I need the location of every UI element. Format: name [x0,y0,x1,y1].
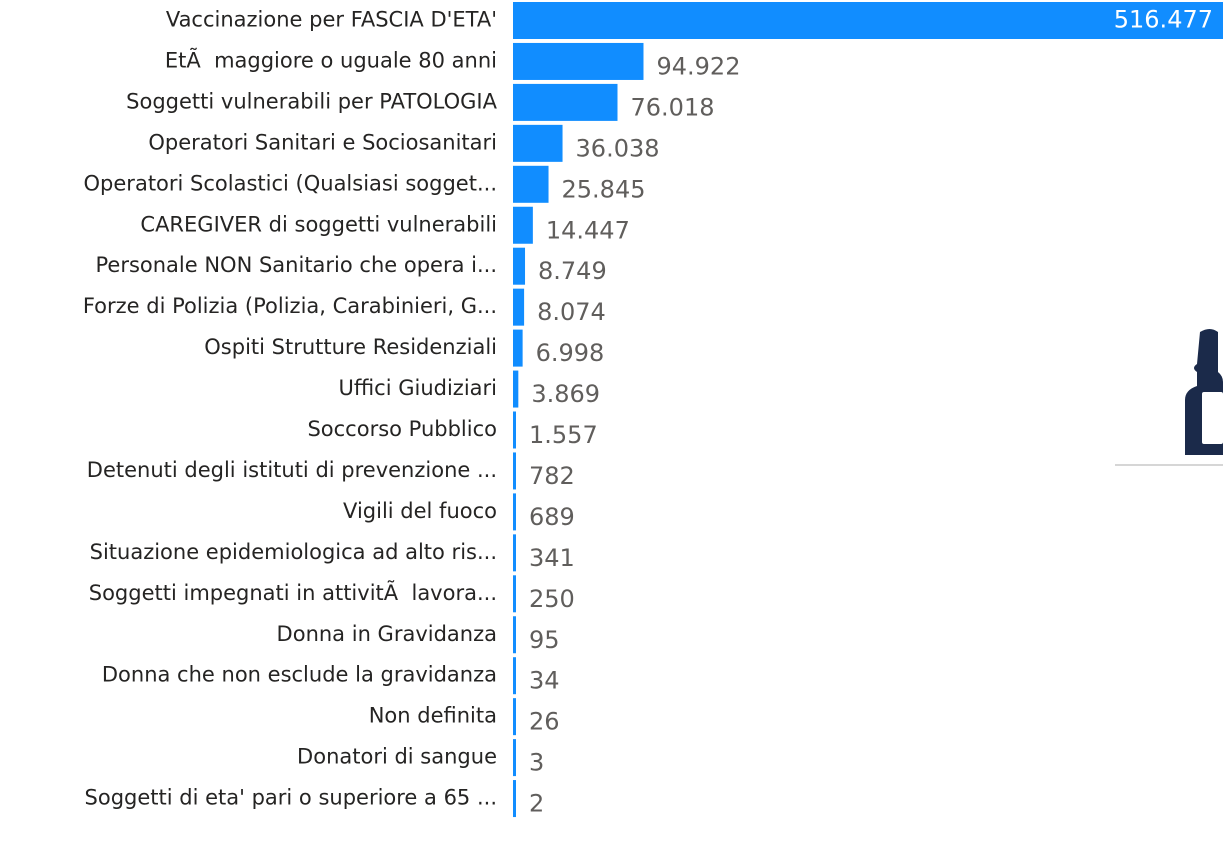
category-label: Personale NON Sanitario che opera i... [95,253,497,277]
category-label: Donatori di sangue [297,745,497,769]
bar [513,370,519,408]
bar [513,206,533,244]
category-label: Operatori Scolastici (Qualsiasi sogget..… [84,171,497,195]
bar [513,329,523,367]
bar [513,42,644,80]
category-label: EtÃ maggiore o uguale 80 anni [165,46,497,72]
value-label: 250 [529,585,575,613]
bar [513,698,516,736]
value-label: 2 [529,790,544,818]
bar [513,575,516,613]
category-label: Forze di Polizia (Polizia, Carabinieri, … [83,294,497,318]
bar [513,452,516,490]
bar [513,616,516,654]
bar [513,739,516,777]
bar [513,83,618,121]
value-label: 782 [529,462,575,490]
category-label: Donna in Gravidanza [277,622,497,646]
value-label: 25.845 [562,175,646,203]
value-label: 95 [529,626,560,654]
value-label: 36.038 [576,134,660,162]
category-label: CAREGIVER di soggetti vulnerabili [140,212,497,236]
bar [513,124,563,162]
category-label: Detenuti degli istituti di prevenzione .… [87,458,497,482]
bar [513,493,516,531]
value-label: 8.074 [537,298,606,326]
value-label: 14.447 [546,216,630,244]
category-label: Non definita [369,704,497,728]
vial-icon [1185,329,1223,455]
category-label: Vaccinazione per FASCIA D'ETA' [166,8,497,32]
value-label: 6.998 [536,339,605,367]
bar [513,2,1223,39]
value-label: 689 [529,503,575,531]
category-label: Operatori Sanitari e Sociosanitari [148,130,497,154]
category-label: Donna che non esclude la gravidanza [102,663,497,687]
bar [513,288,525,326]
value-label: 76.018 [631,93,715,121]
category-label: Uffici Giudiziari [338,376,497,400]
bar [513,780,516,818]
bar [513,411,516,449]
value-label: 94.922 [656,52,740,80]
bar [513,165,549,203]
value-label: 26 [529,708,560,736]
bar [513,657,516,695]
value-label: 1.557 [529,421,598,449]
category-label: Soggetti di eta' pari o superiore a 65 .… [85,786,497,810]
value-label: 341 [529,544,575,572]
category-label: Ospiti Strutture Residenziali [204,335,497,359]
value-label: 3 [529,749,544,777]
category-label: Soggetti impegnati in attivitÃ lavora... [89,579,497,605]
value-label: 3.869 [531,380,600,408]
value-label: 516.477 [1114,6,1213,34]
bar [513,534,516,572]
category-label: Soggetti vulnerabili per PATOLOGIA [126,89,497,113]
value-label: 34 [529,667,560,695]
category-label: Soccorso Pubblico [307,417,497,441]
value-label: 8.749 [538,257,607,285]
category-label: Vigili del fuoco [343,499,497,523]
category-label: Situazione epidemiologica ad alto ris... [90,540,497,564]
bar [513,247,526,285]
